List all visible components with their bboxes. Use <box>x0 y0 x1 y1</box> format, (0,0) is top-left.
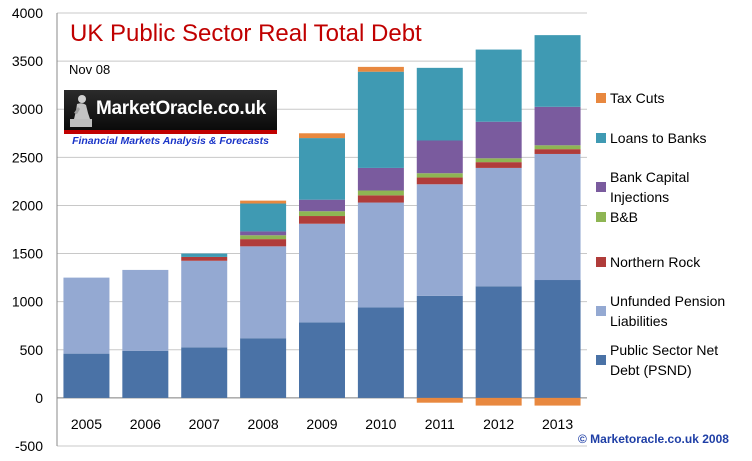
legend-label: B&B <box>610 209 638 225</box>
bar-segment <box>181 347 228 398</box>
bar-segment <box>299 322 345 398</box>
bar-segment <box>240 338 287 398</box>
legend-label: Unfunded Pension Liabilities <box>610 293 725 329</box>
bar-segment <box>534 149 581 154</box>
bar-segment <box>475 121 522 159</box>
bar-segment <box>63 353 110 398</box>
bar-segment <box>240 235 287 240</box>
bar-segment <box>534 280 581 398</box>
bar-segment <box>357 167 404 191</box>
x-tick-label: 2005 <box>71 416 102 432</box>
legend-label: Loans to Banks <box>610 130 707 146</box>
bar-segment <box>416 397 463 403</box>
legend-label: Public Sector Net Debt (PSND) <box>610 342 718 378</box>
x-tick-label: 2010 <box>365 416 396 432</box>
bar-segment <box>475 49 522 122</box>
y-tick-label: 500 <box>20 342 44 358</box>
bar-segment <box>534 153 581 281</box>
legend-swatch <box>596 355 606 365</box>
x-tick-label: 2007 <box>189 416 220 432</box>
x-tick-label: 2009 <box>306 416 337 432</box>
bar-segment <box>416 67 463 141</box>
bar-segment <box>416 295 463 398</box>
legend-label: Bank Capital Injections <box>610 169 689 205</box>
x-tick-label: 2011 <box>425 416 455 432</box>
copyright-text: © Marketoracle.co.uk 2008 <box>578 432 729 446</box>
bar-segment <box>416 140 463 174</box>
bar-segment <box>357 66 404 72</box>
logo-divider <box>64 130 277 134</box>
bar-segment <box>122 269 169 351</box>
bar-segment <box>299 138 345 200</box>
y-tick-label: 0 <box>35 390 43 406</box>
bar-segment <box>299 133 345 139</box>
bar-segment <box>357 202 404 308</box>
bar-segment <box>122 350 169 398</box>
x-tick-label: 2008 <box>248 416 279 432</box>
marketoracle-logo: MarketOracle.co.uk Financial Markets Ana… <box>64 90 277 148</box>
x-tick-label: 2012 <box>483 416 514 432</box>
bar-segment <box>299 211 345 217</box>
bar-segment <box>299 223 345 323</box>
bar-segment <box>475 167 522 287</box>
bar-segment <box>357 195 404 203</box>
bar-segment <box>534 35 581 107</box>
legend-swatch <box>596 93 606 103</box>
bar-segment <box>240 203 287 232</box>
bar-segment <box>475 158 522 163</box>
legend-swatch <box>596 182 606 192</box>
bar-segment <box>416 177 463 185</box>
bar-segment <box>357 71 404 168</box>
legend-swatch <box>596 257 606 267</box>
y-tick-label: 1000 <box>12 294 43 310</box>
bar-segment <box>240 246 287 339</box>
chart-title: UK Public Sector Real Total Debt <box>70 20 422 47</box>
legend-swatch <box>596 306 606 316</box>
x-tick-label: 2006 <box>130 416 161 432</box>
bar-segment <box>240 231 287 236</box>
legend-label: Northern Rock <box>610 254 701 270</box>
y-tick-label: 2000 <box>12 197 43 213</box>
logo-banner <box>64 90 277 130</box>
bar-segment <box>475 286 522 398</box>
bar-segment <box>357 307 404 398</box>
bar-segment <box>416 173 463 178</box>
bar-segment <box>181 253 228 257</box>
legend-swatch <box>596 212 606 222</box>
bar-segment <box>357 190 404 196</box>
bar-segment <box>534 106 581 146</box>
bar-segment <box>416 184 463 296</box>
legend-label: Tax Cuts <box>610 90 664 106</box>
bar-segment <box>299 199 345 212</box>
y-tick-label: -500 <box>15 438 43 454</box>
bar-segment <box>240 239 287 247</box>
y-tick-label: 4000 <box>12 5 43 21</box>
y-tick-label: 3000 <box>12 101 43 117</box>
bar-segment <box>534 397 581 406</box>
bar-segment <box>475 397 522 406</box>
bar-segment <box>299 216 345 224</box>
bar-segment <box>181 260 228 348</box>
x-tick-label: 2013 <box>542 416 573 432</box>
y-tick-label: 3500 <box>12 53 43 69</box>
bar-segment <box>240 200 287 204</box>
y-tick-label: 1500 <box>12 246 43 262</box>
y-tick-label: 2500 <box>12 149 43 165</box>
thinker-statue-icon <box>70 95 92 127</box>
logo-tagline: Financial Markets Analysis & Forecasts <box>72 135 269 147</box>
bar-segment <box>63 277 110 354</box>
logo-name: MarketOracle.co.uk <box>96 98 266 119</box>
bar-segment <box>181 256 228 261</box>
legend-swatch <box>596 133 606 143</box>
bar-segment <box>475 162 522 168</box>
chart-subtitle: Nov 08 <box>69 62 110 77</box>
bar-segment <box>534 145 581 150</box>
